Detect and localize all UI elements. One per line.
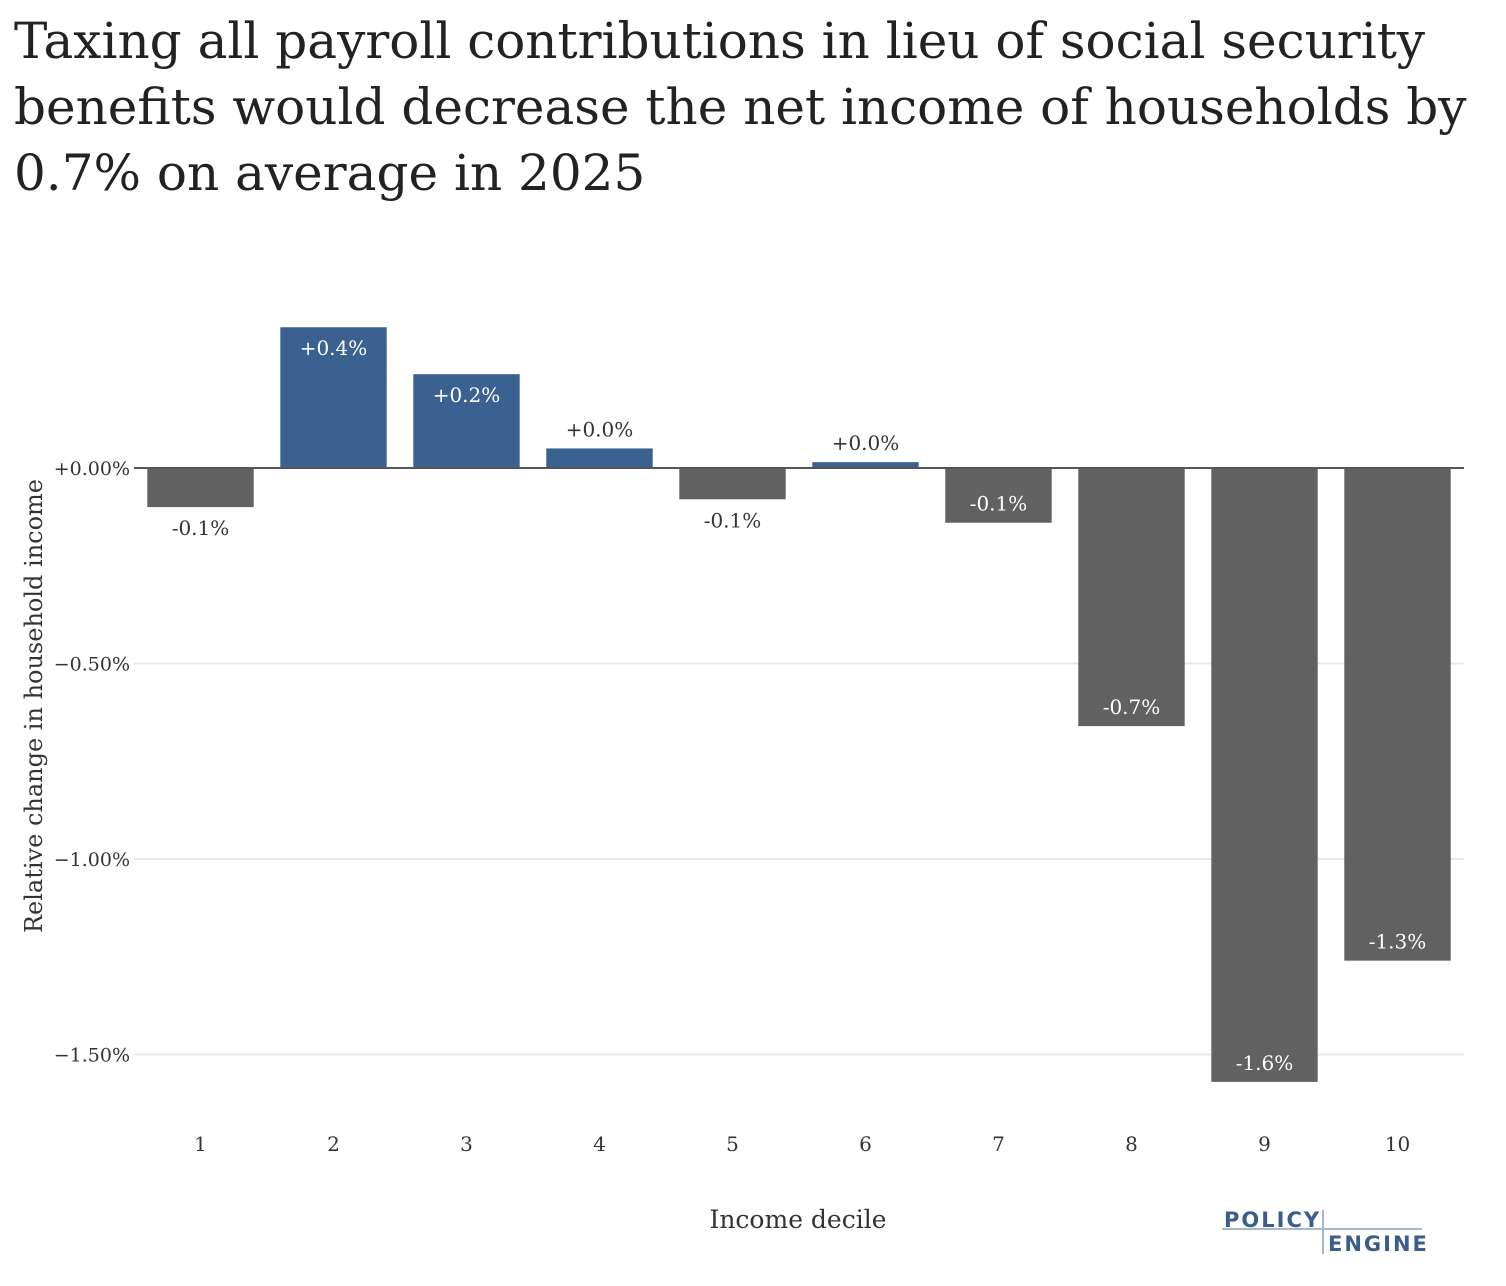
bar-labels: -0.1% +0.4% +0.2% +0.0% -0.1% +0.0% -0.1% -0.7%…: [172, 336, 1427, 1075]
bars: [147, 327, 1451, 1082]
bar-value-label: +0.2%: [433, 383, 501, 407]
bar-decile-1: [147, 468, 254, 508]
logo-text-engine: ENGINE: [1328, 1232, 1429, 1256]
bar-decile-9: [1211, 468, 1318, 1082]
x-tick-label: 10: [1385, 1132, 1410, 1156]
bar-decile-5: [679, 468, 786, 500]
y-axis-label: Relative change in household income: [20, 479, 48, 933]
bar-value-label: -1.3%: [1369, 930, 1427, 954]
y-tick-label: −1.50%: [54, 1045, 130, 1067]
bar-decile-7: [945, 468, 1052, 523]
x-tick-label: 4: [593, 1132, 606, 1156]
x-tick-label: 7: [992, 1132, 1005, 1156]
bar-decile-8: [1078, 468, 1185, 727]
x-tick-label: 6: [859, 1132, 872, 1156]
logo-text-policy: POLICY: [1224, 1208, 1322, 1232]
x-tick-label: 1: [194, 1132, 207, 1156]
x-tick-label: 9: [1258, 1132, 1271, 1156]
bar-value-label: -1.6%: [1236, 1051, 1294, 1075]
x-axis-label: Income decile: [709, 1205, 886, 1234]
x-tick-label: 2: [327, 1132, 340, 1156]
x-tick-label: 8: [1125, 1132, 1138, 1156]
y-tick-label: −1.00%: [54, 849, 130, 871]
y-tick-labels: +0.00% −0.50% −1.00% −1.50%: [54, 458, 130, 1067]
bar-decile-3: [413, 374, 520, 468]
bar-value-label: -0.1%: [172, 516, 230, 540]
bar-value-label: +0.4%: [300, 336, 368, 360]
policyengine-logo: POLICY ENGINE: [1222, 1206, 1432, 1258]
bar-value-label: +0.0%: [832, 431, 900, 455]
bar-decile-6: [812, 462, 919, 468]
y-tick-label: −0.50%: [54, 654, 130, 676]
x-tick-label: 5: [726, 1132, 739, 1156]
bar-decile-4: [546, 448, 653, 468]
bar-value-label: -0.1%: [970, 492, 1028, 516]
logo-divider: [1322, 1210, 1324, 1254]
chart-title: Taxing all payroll contributions in lieu…: [14, 12, 1467, 202]
x-tick-labels: 1 2 3 4 5 6 7 8 9 10: [194, 1132, 1410, 1156]
bar-value-label: -0.7%: [1103, 695, 1161, 719]
bar-decile-2: [280, 327, 387, 468]
bar-decile-10: [1344, 468, 1451, 961]
x-tick-label: 3: [460, 1132, 473, 1156]
bar-value-label: +0.0%: [566, 417, 634, 441]
bar-value-label: -0.1%: [704, 508, 762, 532]
y-tick-label: +0.00%: [54, 458, 130, 480]
